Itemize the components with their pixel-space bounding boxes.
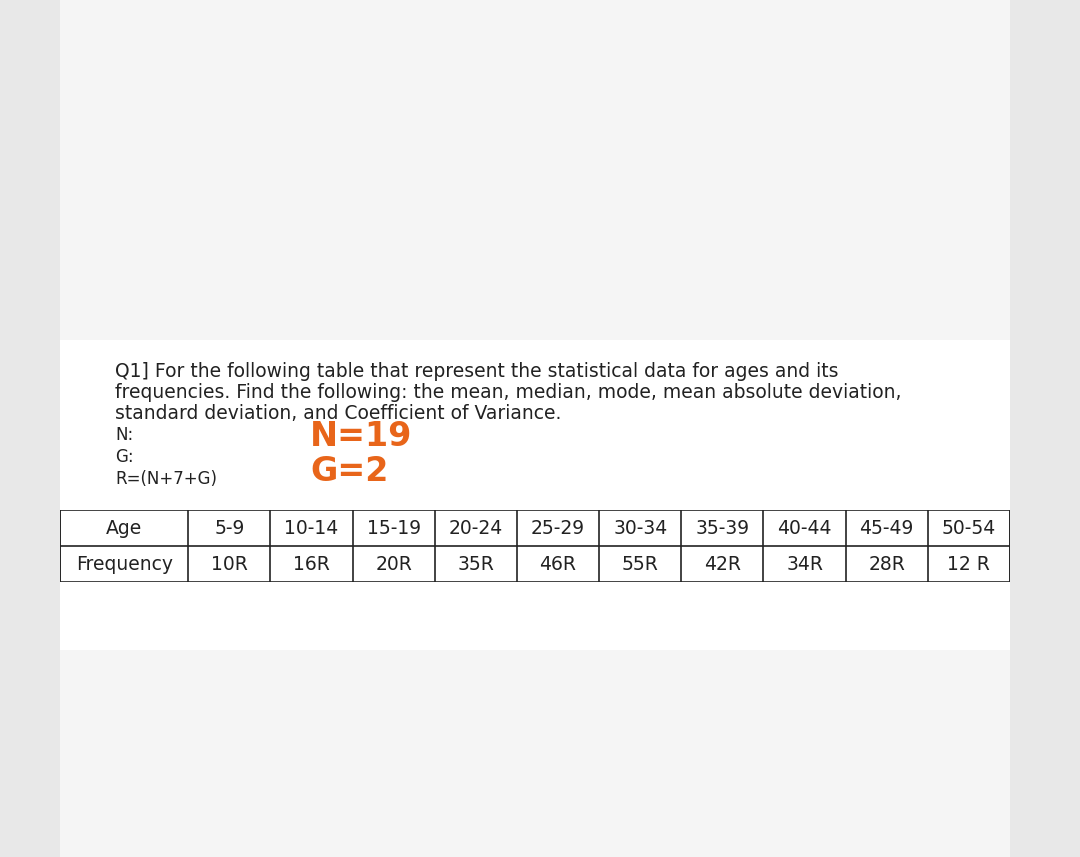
Text: N=19: N=19	[310, 420, 413, 453]
Text: 10R: 10R	[211, 554, 247, 573]
Text: N:: N:	[114, 426, 133, 444]
Text: 25-29: 25-29	[531, 518, 585, 537]
Text: 16R: 16R	[293, 554, 330, 573]
Text: 15-19: 15-19	[366, 518, 421, 537]
Text: R=(N+7+G): R=(N+7+G)	[114, 470, 217, 488]
Text: Frequency: Frequency	[76, 554, 173, 573]
Text: 12 R: 12 R	[947, 554, 990, 573]
Text: frequencies. Find the following: the mean, median, mode, mean absolute deviation: frequencies. Find the following: the mea…	[114, 383, 902, 402]
Text: 50-54: 50-54	[942, 518, 996, 537]
Text: 42R: 42R	[704, 554, 741, 573]
Text: 5-9: 5-9	[214, 518, 244, 537]
Text: 30-34: 30-34	[613, 518, 667, 537]
Text: 40-44: 40-44	[778, 518, 832, 537]
Text: 20R: 20R	[375, 554, 413, 573]
Text: 20-24: 20-24	[448, 518, 503, 537]
Text: standard deviation, and Coefficient of Variance.: standard deviation, and Coefficient of V…	[114, 404, 562, 423]
Text: G:: G:	[114, 448, 134, 466]
Text: 28R: 28R	[868, 554, 905, 573]
Text: G=2: G=2	[310, 455, 389, 488]
Text: 46R: 46R	[540, 554, 577, 573]
Text: 10-14: 10-14	[284, 518, 339, 537]
Text: Q1] For the following table that represent the statistical data for ages and its: Q1] For the following table that represe…	[114, 362, 838, 381]
Text: 34R: 34R	[786, 554, 823, 573]
Text: 45-49: 45-49	[860, 518, 914, 537]
Text: 35-39: 35-39	[696, 518, 750, 537]
Text: Age: Age	[106, 518, 143, 537]
Text: 35R: 35R	[458, 554, 495, 573]
Text: 55R: 55R	[622, 554, 659, 573]
